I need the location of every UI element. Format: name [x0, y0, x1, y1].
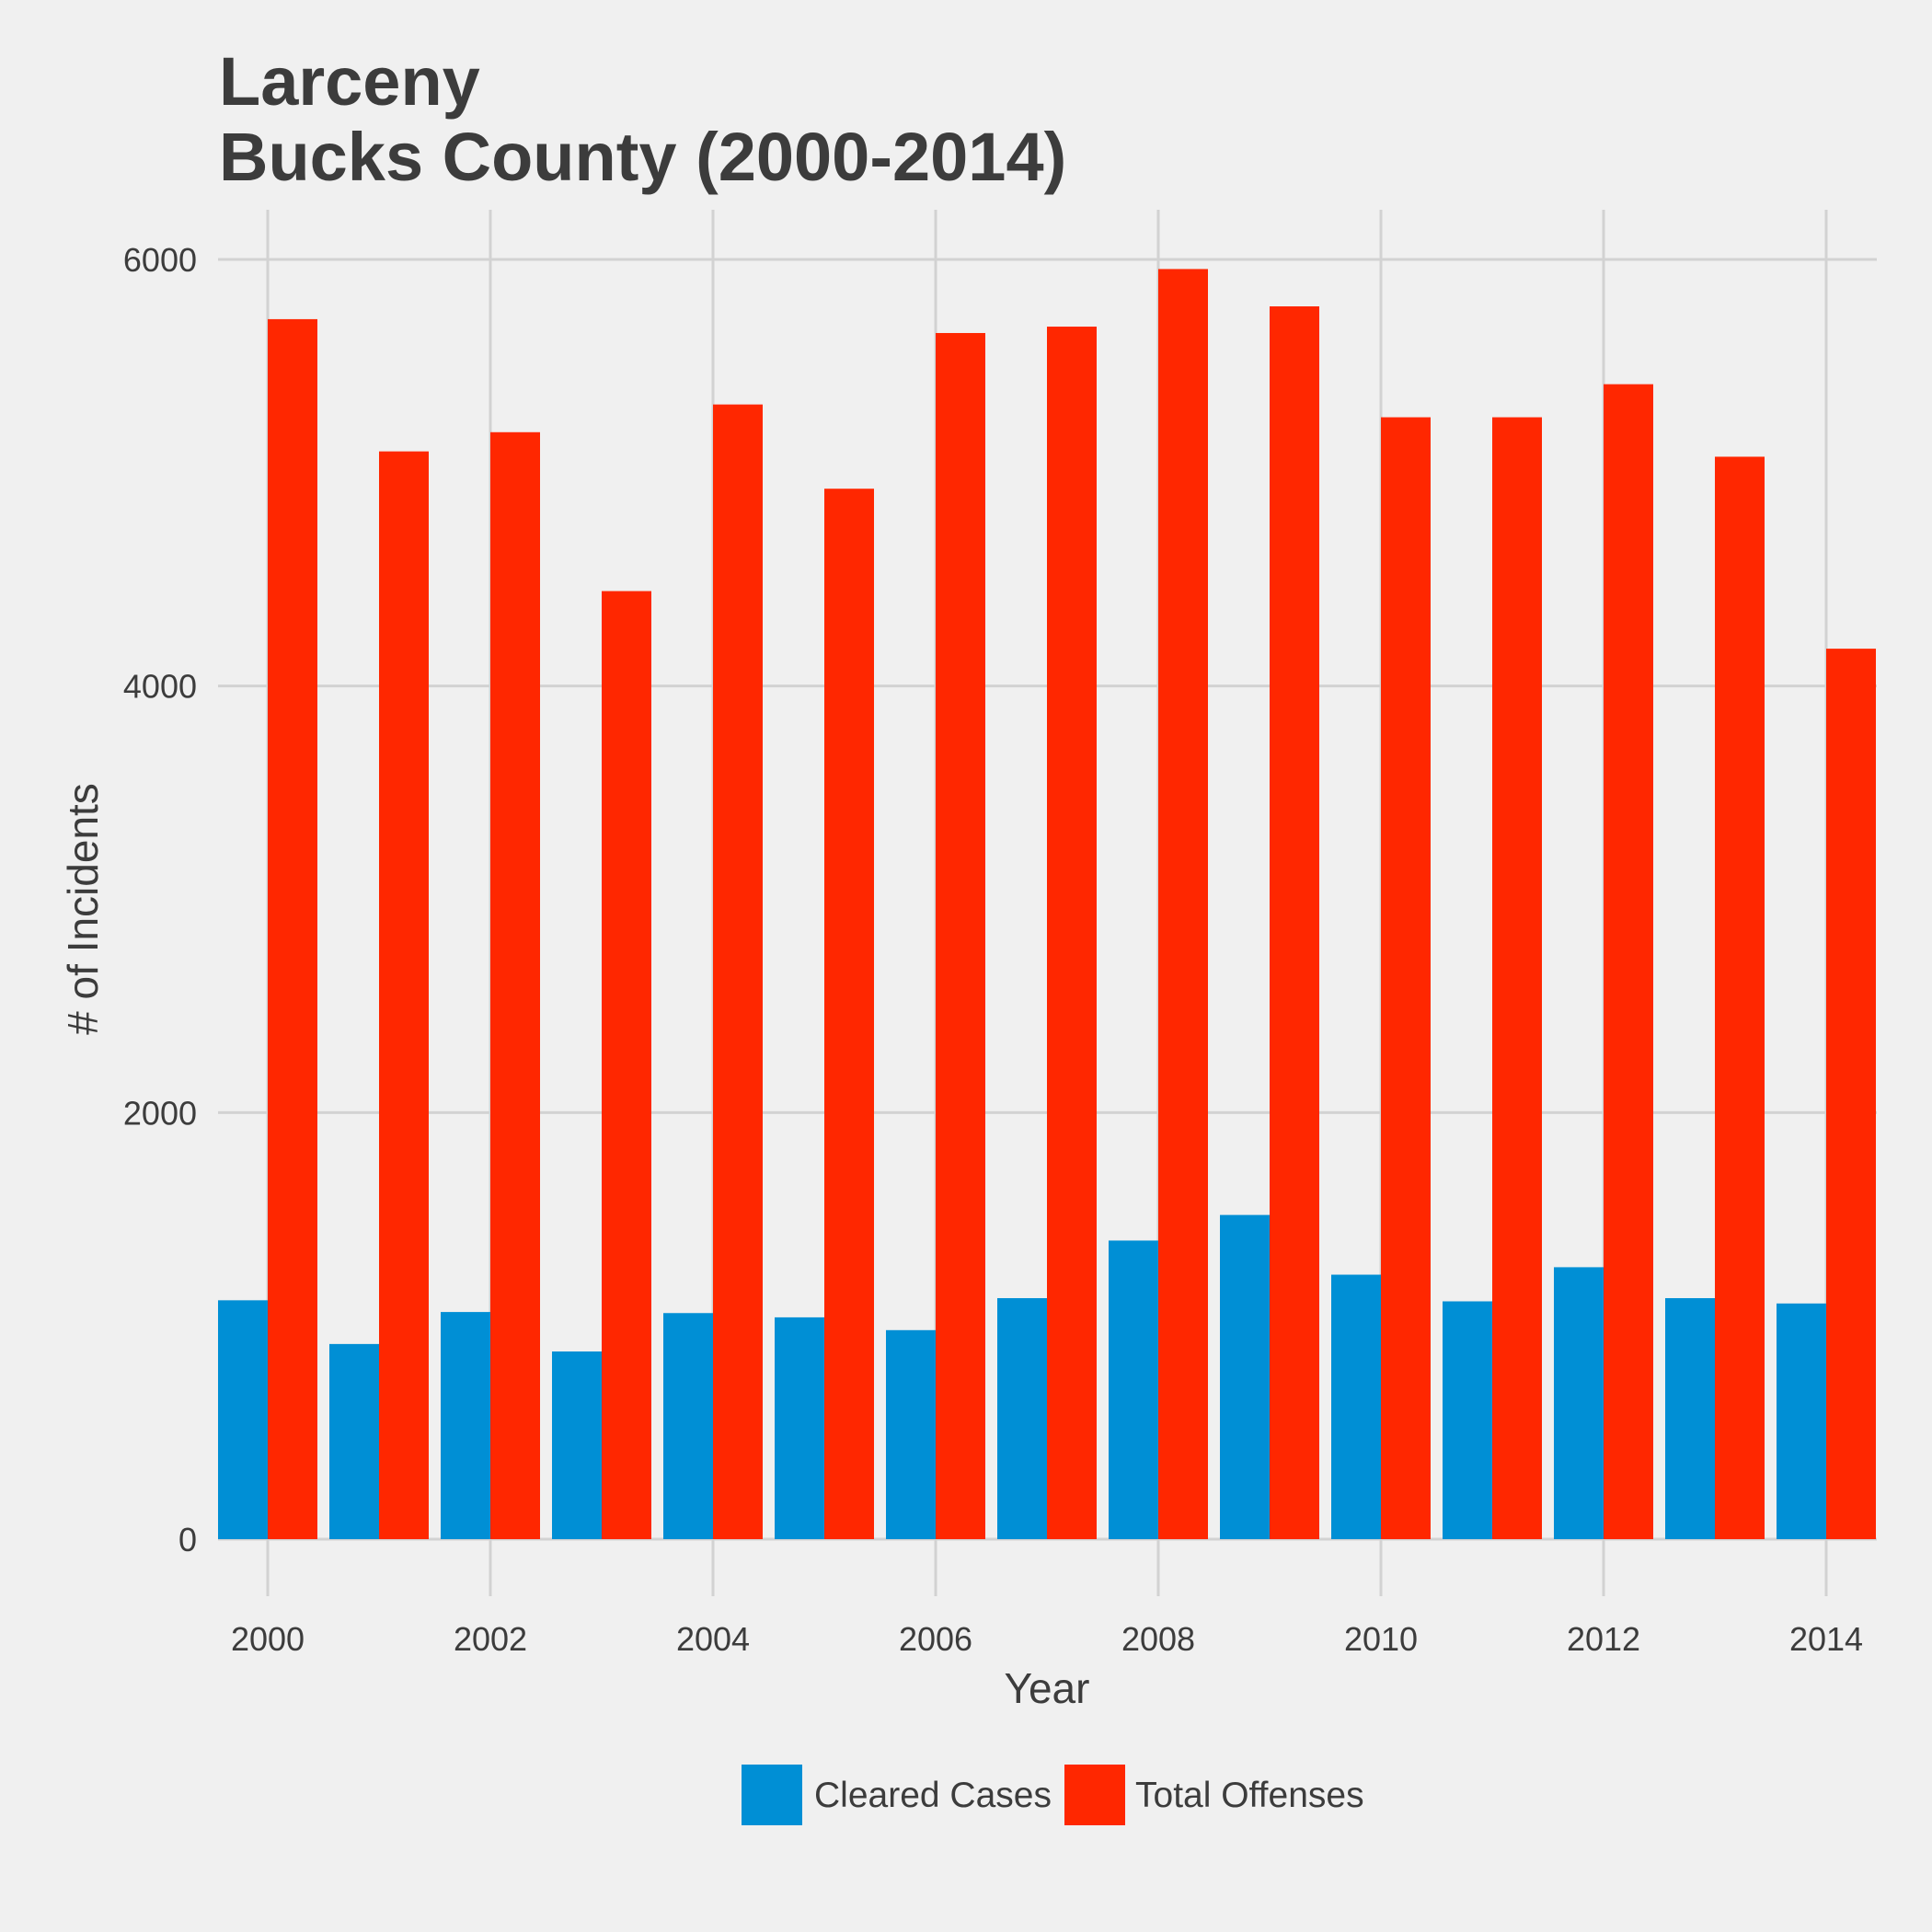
y-tick-label: 2000 — [123, 1094, 197, 1132]
legend-key-cleared-cases — [742, 1765, 802, 1825]
bar-cleared-cases — [1109, 1240, 1158, 1539]
bar-total-offenses — [1047, 327, 1097, 1540]
bar-total-offenses — [379, 451, 429, 1539]
bar-cleared-cases — [775, 1317, 824, 1539]
x-tick-label: 2004 — [676, 1620, 750, 1658]
bar-cleared-cases — [663, 1313, 713, 1539]
bar-total-offenses — [602, 591, 651, 1539]
x-tick-label: 2010 — [1344, 1620, 1418, 1658]
legend-key-total-offenses — [1064, 1765, 1125, 1825]
chart-title-line-1: Larceny — [219, 43, 480, 120]
bar-total-offenses — [268, 318, 317, 1539]
bar-total-offenses — [936, 332, 985, 1539]
x-tick-label: 2014 — [1789, 1620, 1863, 1658]
bar-cleared-cases — [218, 1300, 268, 1539]
bar-cleared-cases — [1554, 1267, 1604, 1539]
bar-cleared-cases — [329, 1343, 379, 1539]
bar-total-offenses — [490, 431, 540, 1539]
x-tick-label: 2012 — [1567, 1620, 1640, 1658]
x-tick-label: 2006 — [899, 1620, 972, 1658]
x-tick-label: 2002 — [454, 1620, 527, 1658]
legend-label-cleared-cases: Cleared Cases — [814, 1776, 1052, 1815]
bar-cleared-cases — [1443, 1301, 1492, 1539]
axis-labels: 0 2000 4000 6000 2000 2002 2004 2006 2008 2010 201… — [123, 241, 1863, 1658]
x-tick-label: 2000 — [231, 1620, 305, 1658]
bar-total-offenses — [1715, 456, 1765, 1540]
bar-cleared-cases — [997, 1298, 1047, 1539]
legend: Cleared Cases Total Offenses — [742, 1765, 1364, 1825]
legend-label-total-offenses: Total Offenses — [1135, 1776, 1364, 1815]
x-axis-title: Year — [1005, 1664, 1090, 1712]
bars — [218, 269, 1876, 1540]
bar-total-offenses — [1270, 306, 1319, 1540]
x-tick-label: 2008 — [1121, 1620, 1195, 1658]
y-tick-label: 6000 — [123, 241, 197, 279]
bar-total-offenses — [1381, 417, 1431, 1540]
bar-cleared-cases — [1220, 1214, 1270, 1539]
bar-cleared-cases — [1331, 1274, 1381, 1539]
bar-total-offenses — [1158, 269, 1208, 1539]
bar-cleared-cases — [1665, 1298, 1715, 1539]
bar-total-offenses — [824, 489, 874, 1539]
bar-cleared-cases — [886, 1329, 936, 1539]
y-tick-label: 0 — [178, 1521, 197, 1558]
bar-cleared-cases — [1777, 1303, 1826, 1539]
bar-total-offenses — [1604, 384, 1653, 1539]
bar-total-offenses — [1492, 417, 1542, 1540]
bar-total-offenses — [1826, 649, 1876, 1539]
y-axis-title: # of Incidents — [59, 783, 107, 1035]
y-tick-label: 4000 — [123, 668, 197, 706]
chart-title-line-2: Bucks County (2000-2014) — [219, 119, 1066, 195]
bar-cleared-cases — [552, 1351, 602, 1539]
bar-cleared-cases — [441, 1312, 490, 1539]
bar-total-offenses — [713, 404, 763, 1539]
